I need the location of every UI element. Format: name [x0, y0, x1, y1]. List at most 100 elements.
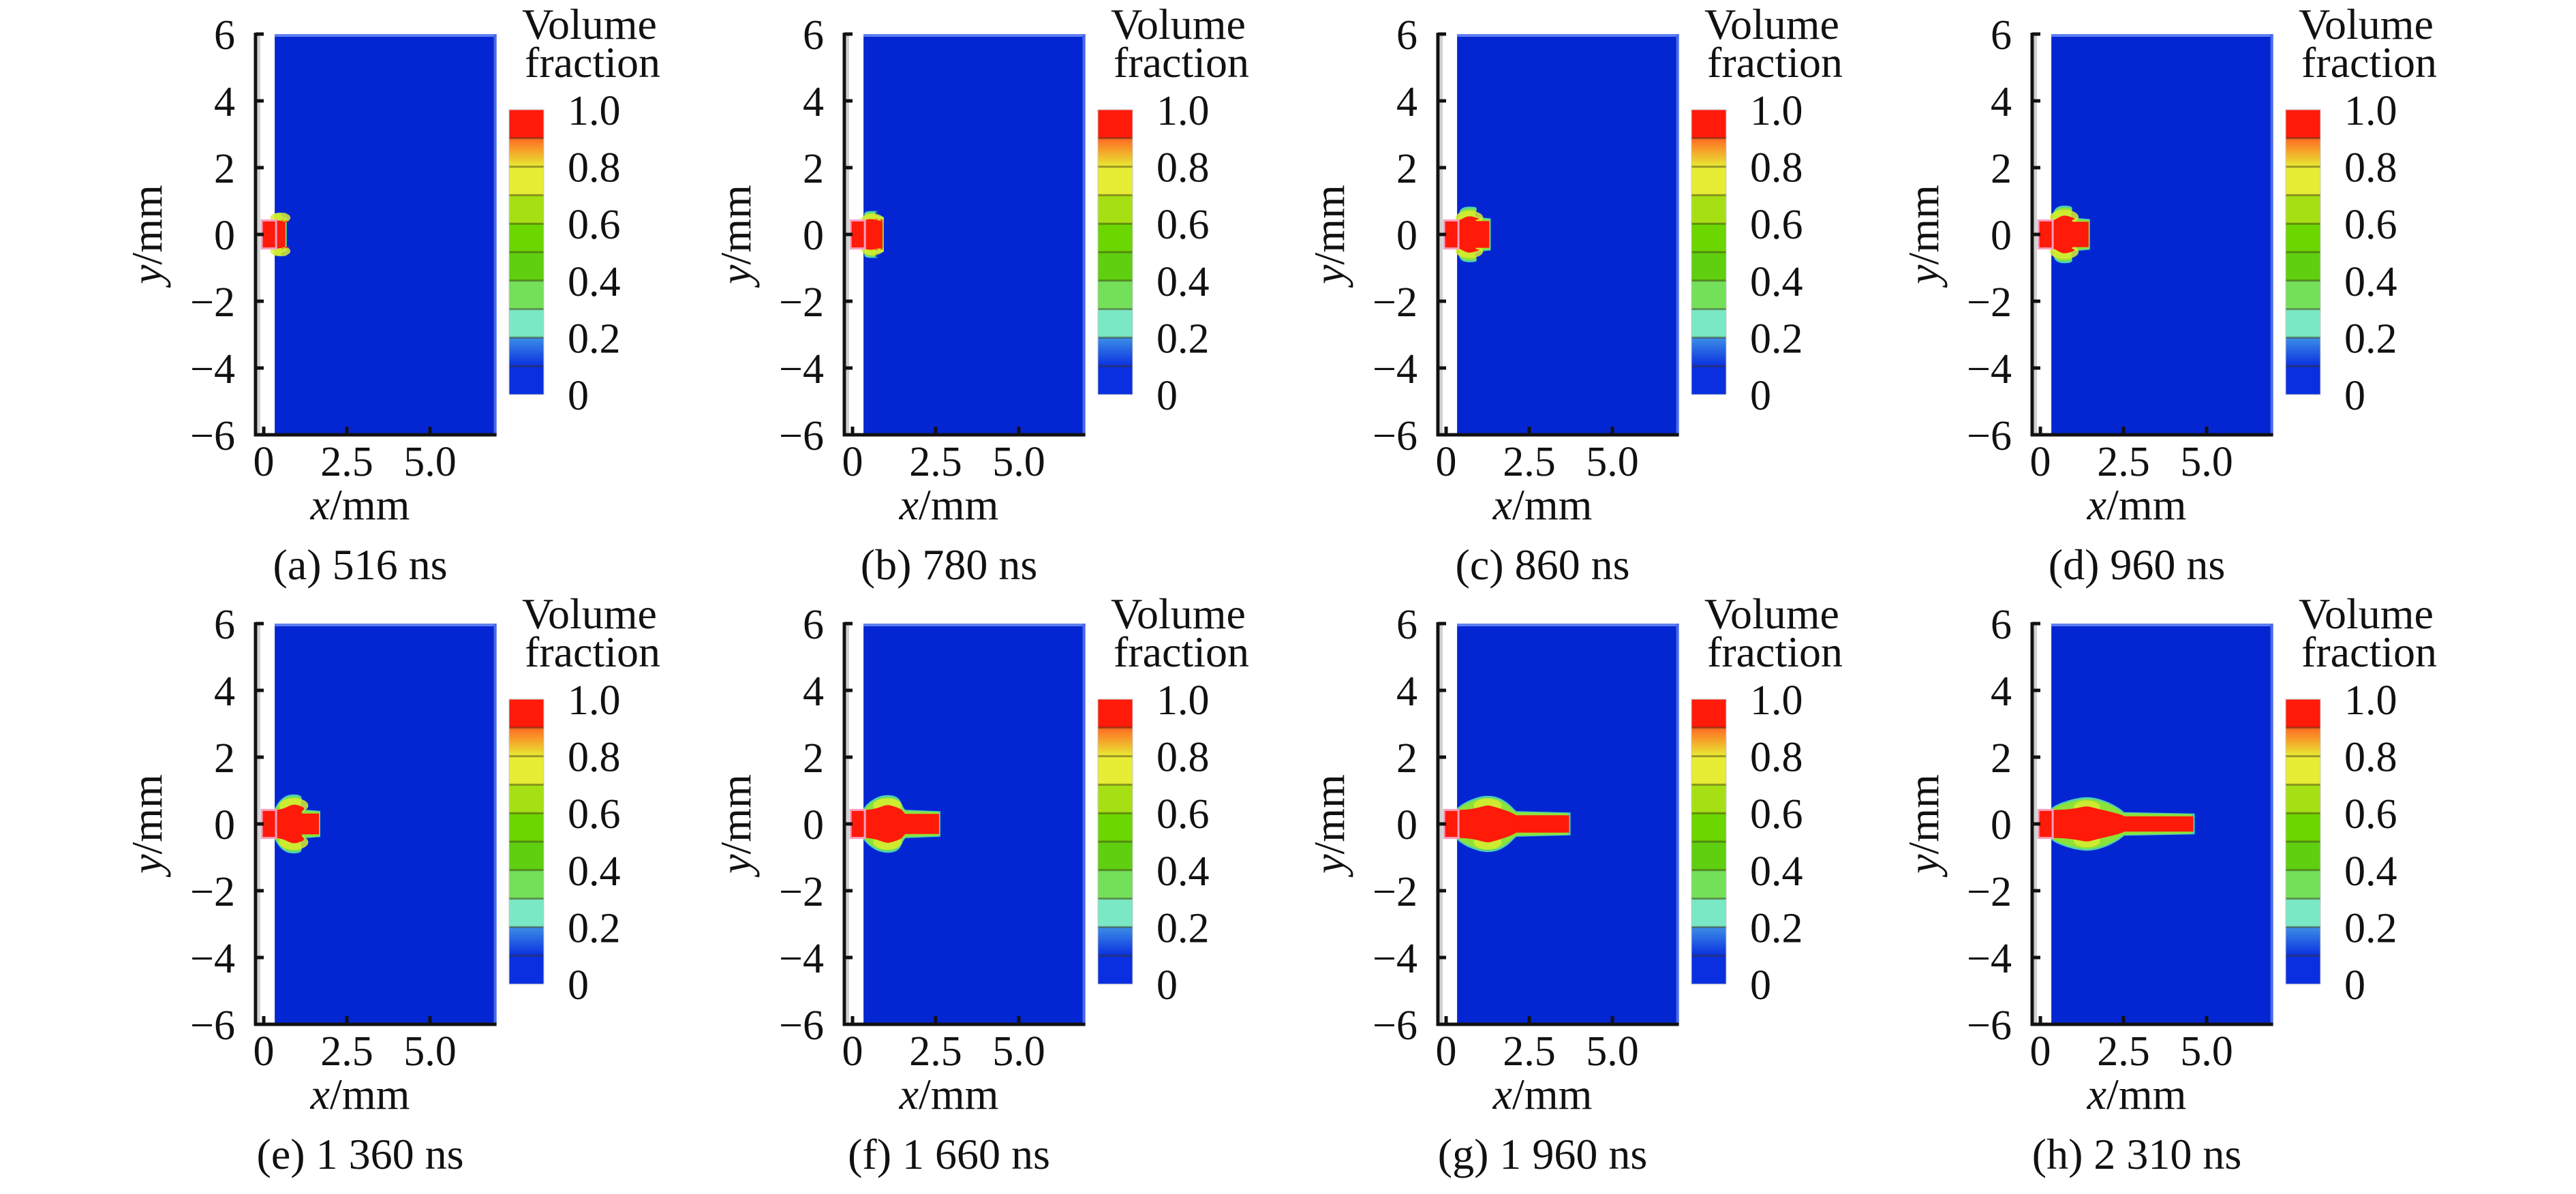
x-tick-label: 0 [254, 439, 275, 485]
colorbar-title-line1: Volume [522, 0, 657, 48]
y-tick-label: 0 [214, 802, 235, 848]
nozzle [1443, 808, 1460, 840]
x-tick-label: 0 [254, 1028, 275, 1075]
colorbar-tick-label: 0 [2344, 373, 2365, 419]
colorbar-band [2286, 110, 2320, 139]
colorbar-tick-label: 1.0 [1750, 88, 1803, 134]
colorbar-band [1691, 280, 1726, 310]
colorbar-tick-label: 0.6 [1156, 202, 1210, 248]
y-axis-label: y/mm [711, 185, 760, 288]
colorbar-band [509, 927, 544, 956]
colorbar [2285, 699, 2321, 985]
panel-caption: (b) 780 ns [861, 540, 1038, 589]
colorbar-band [1691, 898, 1726, 928]
colorbar-tick-label: 0.6 [2344, 202, 2397, 248]
y-tick-label: −4 [779, 936, 824, 982]
y-tick-label: 0 [1991, 213, 2012, 259]
y-axis-label: y/mm [1305, 774, 1353, 878]
colorbar-tick-label: 0.4 [1750, 848, 1803, 895]
colorbar-tick-label: 1.0 [568, 677, 621, 724]
colorbar-frame [508, 109, 545, 395]
colorbar-band [2286, 138, 2320, 168]
colorbar-band [1691, 110, 1726, 139]
colorbar-tick-label: 0 [2344, 962, 2365, 1009]
colorbar-tick-label: 0.2 [1156, 316, 1210, 362]
colorbar-band [2286, 842, 2320, 871]
colorbar-frame [2285, 109, 2321, 395]
colorbar-tick-label: 0.2 [2344, 316, 2397, 362]
colorbar-band [509, 110, 544, 139]
y-axis-label: y/mm [711, 774, 760, 878]
x-tick-label: 5.0 [403, 439, 457, 485]
colorbar-band [1691, 699, 1726, 729]
colorbar-band [509, 252, 544, 281]
colorbar [1691, 109, 1727, 395]
colorbar-band [2286, 366, 2320, 395]
colorbar-band [1691, 252, 1726, 281]
y-tick-label: 6 [1991, 12, 2012, 59]
simulation-domain [1457, 34, 1679, 435]
colorbar-tick-label: 0.2 [568, 316, 621, 362]
colorbar-band [1098, 309, 1133, 338]
colorbar-tick-label: 0.4 [1156, 848, 1210, 895]
y-tick-label: −2 [1373, 279, 1417, 326]
colorbar-band [1691, 166, 1726, 196]
panel-caption: (h) 2 310 ns [2032, 1130, 2242, 1178]
panel-b: 6 4 2 0 −2 −4 −6 0 2.5 5.0x/mm y/mm (b) 780 ns Volum… [711, 0, 1249, 589]
colorbar-band [1098, 224, 1133, 253]
colorbar-tick-label: 1.0 [1156, 88, 1210, 134]
colorbar-tick-label: 0.8 [1156, 145, 1210, 192]
colorbar-band [2286, 699, 2320, 729]
y-tick-label: 2 [1396, 735, 1417, 782]
y-axis-label: y/mm [123, 185, 171, 288]
y-tick-label: −4 [1373, 936, 1417, 982]
y-tick-label: 4 [1396, 669, 1417, 715]
nozzle [1443, 219, 1460, 250]
colorbar-band [509, 138, 544, 168]
colorbar-title-line1: Volume [522, 590, 657, 638]
panel-caption: (a) 516 ns [273, 540, 448, 589]
colorbar-tick-label: 0.2 [1750, 316, 1803, 362]
x-tick-label: 2.5 [2097, 439, 2150, 485]
panel-caption: (g) 1 960 ns [1438, 1130, 1648, 1178]
nozzle [2037, 219, 2054, 250]
colorbar-band [1691, 309, 1726, 338]
colorbar-band [1098, 110, 1133, 139]
x-axis-label: x/mm [2087, 1070, 2187, 1118]
x-tick-label: 5.0 [2180, 439, 2233, 485]
colorbar-tick-label: 0.2 [568, 905, 621, 951]
colorbar-band [2286, 927, 2320, 956]
colorbar-tick-label: 0.8 [2344, 735, 2397, 781]
x-axis-label: x/mm [899, 1070, 999, 1118]
y-tick-label: 4 [1991, 669, 2012, 715]
colorbar-frame [1097, 109, 1133, 395]
domain-top-edge [2051, 34, 2273, 37]
y-tick-label: −4 [1373, 346, 1417, 393]
y-tick-label: −6 [1967, 413, 2012, 459]
colorbar [1691, 699, 1727, 985]
domain-right-edge [1082, 624, 1086, 1024]
colorbar-tick-label: 0 [1156, 962, 1178, 1009]
y-tick-label: −2 [190, 279, 235, 326]
colorbar-tick-label: 0.6 [568, 791, 621, 838]
jet-core [863, 805, 939, 843]
x-axis-label: x/mm [1492, 480, 1593, 529]
colorbar [1097, 109, 1133, 395]
y-tick-label: −6 [190, 1002, 235, 1049]
y-tick-label: 4 [214, 79, 235, 125]
nozzle [260, 808, 277, 840]
colorbar-band [2286, 309, 2320, 338]
colorbar-band [1098, 813, 1133, 842]
domain-right-edge [1676, 624, 1679, 1024]
y-tick-label: 6 [214, 602, 235, 648]
colorbar-frame [508, 699, 545, 985]
colorbar-tick-label: 1.0 [568, 88, 621, 134]
y-tick-label: 0 [1396, 213, 1417, 259]
x-axis-label: x/mm [1492, 1070, 1593, 1118]
y-tick-label: −6 [779, 1002, 824, 1049]
domain-right-edge [2270, 624, 2273, 1024]
colorbar-tick-label: 0.8 [2344, 145, 2397, 192]
colorbar-tick-label: 0.6 [1750, 202, 1803, 248]
colorbar-tick-label: 0.2 [2344, 905, 2397, 951]
y-tick-label: 0 [803, 213, 824, 259]
